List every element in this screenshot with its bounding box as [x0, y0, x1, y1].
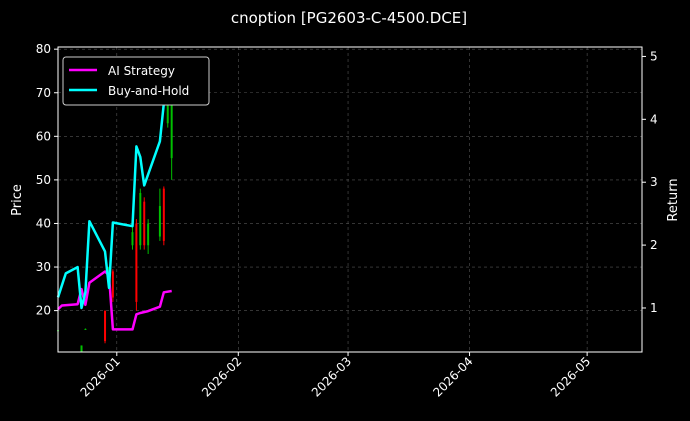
y-tick-label: 30	[36, 260, 51, 274]
x-tick-label: 2026-02	[199, 354, 244, 399]
candle-body	[80, 345, 83, 352]
candle-body	[131, 232, 134, 246]
series-line-buy-and-hold	[56, 62, 173, 310]
legend-label-buy-and-hold: Buy-and-Hold	[108, 84, 189, 98]
candle-body	[143, 201, 146, 246]
y-axis-label: Price	[10, 184, 25, 216]
candle-body	[111, 271, 114, 298]
candle-body	[104, 310, 107, 342]
y-tick-label: 70	[36, 86, 51, 100]
legend-label-ai-strategy: AI Strategy	[108, 64, 175, 78]
y-tick-label: 50	[36, 173, 51, 187]
y2-tick-label: 2	[650, 238, 658, 252]
y2-axis-label: Return	[666, 178, 681, 221]
candle-body	[147, 223, 150, 246]
grid-layer	[58, 47, 642, 352]
x-tick-label: 2026-04	[430, 354, 475, 399]
x-tick-label: 2026-05	[548, 354, 593, 399]
y-tick-label: 60	[36, 129, 51, 143]
candle-body	[158, 206, 161, 237]
candle-body	[84, 328, 87, 330]
plot-frame	[57, 46, 643, 353]
candle-body	[162, 188, 165, 241]
legend-box	[62, 56, 210, 106]
y2-tick-label: 5	[650, 49, 658, 63]
y-tick-label: 80	[36, 42, 51, 56]
x-tick-label: 2026-03	[309, 354, 354, 399]
x-tick-label: 2026-01	[78, 354, 123, 399]
series-line-ai-strategy	[57, 270, 172, 331]
legend: AI Strategy Buy-and-Hold	[62, 56, 210, 106]
candle-body	[170, 101, 173, 159]
y-tick-label: 40	[36, 216, 51, 230]
chart-title: cnoption [PG2603-C-4500.DCE]	[231, 9, 467, 27]
y2-tick-label: 4	[650, 112, 658, 126]
line-layer	[56, 62, 173, 331]
candle-layer	[57, 70, 173, 352]
y-tick-label: 20	[36, 304, 51, 318]
y2-tick-label: 1	[650, 301, 658, 315]
candle-body	[139, 192, 142, 246]
y2-tick-label: 3	[650, 175, 658, 189]
candle-body	[135, 223, 138, 302]
